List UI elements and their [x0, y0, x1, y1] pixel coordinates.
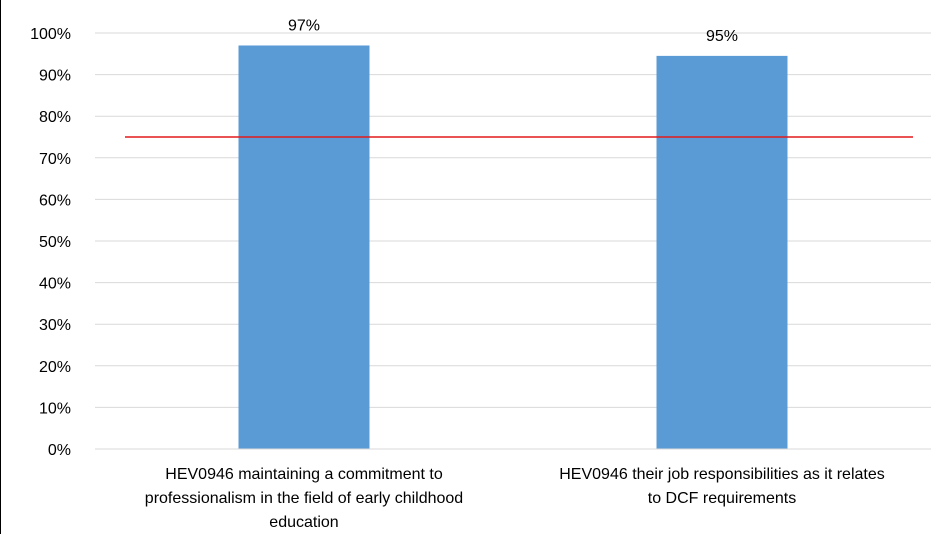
y-tick-label: 80% — [39, 109, 71, 126]
x-tick-label-line: professionalism in the field of early ch… — [145, 490, 463, 507]
y-tick-labels: 0% 10% 20% 30% 40% 50% 60% 70% 80% 90% 100% — [30, 26, 71, 459]
y-tick-label: 70% — [39, 151, 71, 168]
bar — [656, 55, 788, 449]
data-label: 97% — [288, 17, 320, 34]
y-tick-label: 50% — [39, 234, 71, 251]
y-tick-label: 10% — [39, 400, 71, 417]
y-tick-label: 90% — [39, 68, 71, 85]
x-tick-label: HEV0946 maintaining a commitment to profe… — [145, 466, 463, 531]
y-tick-label: 30% — [39, 317, 71, 334]
x-tick-label-line: HEV0946 their job responsibilities as it… — [559, 466, 885, 483]
y-tick-label: 0% — [48, 442, 71, 459]
x-tick-label-line: HEV0946 maintaining a commitment to — [165, 466, 443, 483]
x-tick-label-line: to DCF requirements — [648, 490, 797, 507]
y-tick-label: 40% — [39, 276, 71, 293]
data-label: 95% — [706, 28, 738, 45]
y-tick-label: 60% — [39, 192, 71, 209]
bars — [238, 45, 788, 449]
data-labels: 97% 95% — [288, 17, 738, 44]
x-tick-labels: HEV0946 maintaining a commitment to profe… — [145, 466, 885, 531]
bar — [238, 45, 370, 449]
x-tick-label: HEV0946 their job responsibilities as it… — [559, 466, 885, 507]
y-tick-label: 20% — [39, 359, 71, 376]
gridlines — [95, 32, 931, 408]
x-tick-label-line: education — [269, 514, 338, 531]
y-tick-label: 100% — [30, 26, 71, 43]
